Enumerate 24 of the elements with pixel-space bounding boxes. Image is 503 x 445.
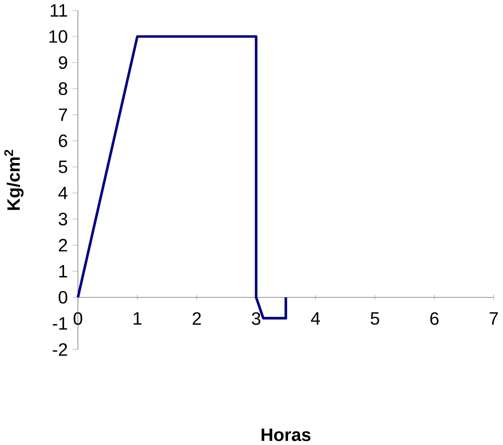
y-tick-label: 0 [58, 290, 68, 304]
y-tick-label: 5 [58, 160, 68, 173]
x-tick-label: 6 [430, 312, 439, 325]
y-tick-label: 2 [58, 238, 68, 252]
x-tick-label: 4 [310, 312, 320, 324]
y-tick-label: -1 [52, 317, 68, 330]
y-tick-label: 9 [58, 56, 68, 69]
y-tick-label: 10 [49, 30, 68, 43]
x-tick-label: 2 [192, 312, 201, 325]
x-tick-label: 7 [490, 312, 498, 324]
x-tick-label: 0 [74, 312, 82, 325]
y-tick-label: 7 [58, 108, 68, 121]
x-tick-label: 1 [134, 312, 142, 324]
y-tick-label: 1 [59, 264, 68, 278]
y-tick-label: -2 [52, 343, 68, 356]
x-tick-label: 5 [370, 312, 380, 325]
y-tick-label: 8 [58, 82, 68, 95]
x-axis-title: Horas [262, 428, 310, 441]
y-tick-label: 3 [58, 212, 68, 226]
y-tick-label: 4 [58, 186, 68, 199]
y-tick-label: 6 [58, 134, 68, 148]
x-tick-label: 3 [252, 312, 260, 325]
y-tick-label: 11 [50, 4, 68, 16]
y-axis-title: Kg/cm$^{2}$ [4, 150, 24, 210]
